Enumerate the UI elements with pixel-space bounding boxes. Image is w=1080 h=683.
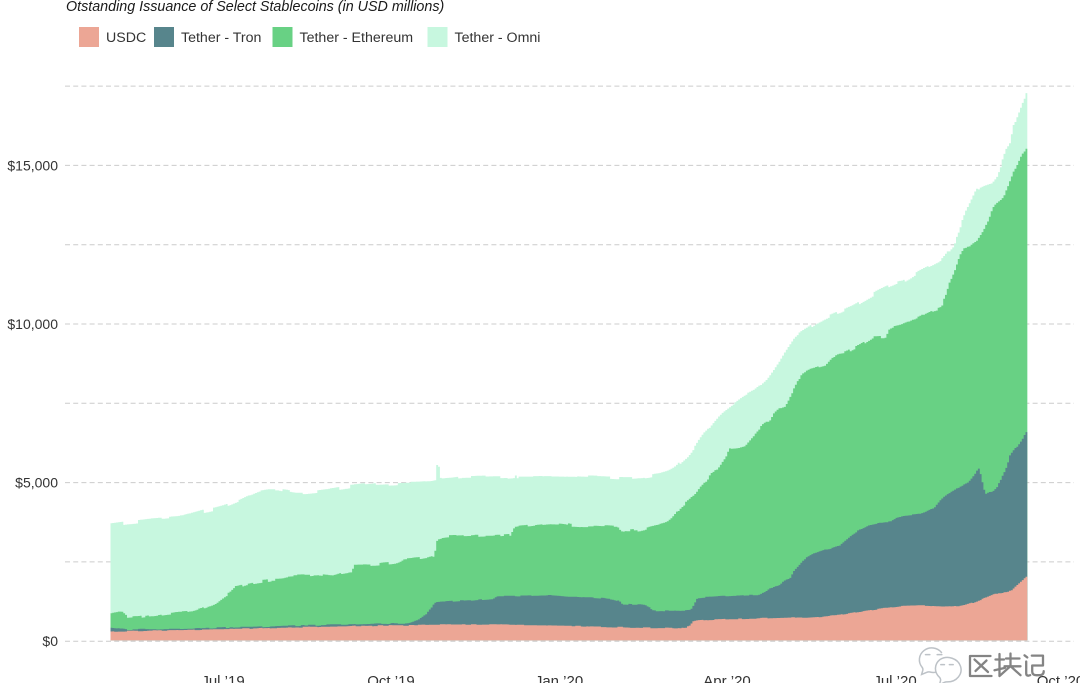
svg-text:Oct ’19: Oct ’19 — [367, 673, 415, 683]
svg-text:Tether - Tron: Tether - Tron — [181, 30, 261, 46]
svg-text:Jul ’20: Jul ’20 — [873, 673, 916, 683]
svg-text:Oct ’20: Oct ’20 — [1037, 673, 1080, 683]
svg-text:Tether - Omni: Tether - Omni — [455, 30, 541, 46]
svg-text:$10,000: $10,000 — [7, 316, 58, 332]
svg-text:Tether - Ethereum: Tether - Ethereum — [300, 30, 414, 46]
svg-text:Jan ’20: Jan ’20 — [535, 673, 583, 683]
svg-text:$0: $0 — [42, 633, 58, 649]
svg-text:$5,000: $5,000 — [15, 475, 58, 491]
svg-text:Apr ’20: Apr ’20 — [703, 673, 751, 683]
svg-text:Jul ’19: Jul ’19 — [201, 673, 244, 683]
svg-text:$15,000: $15,000 — [7, 157, 58, 173]
svg-text:Otstanding Issuance of Select: Otstanding Issuance of Select Stablecoin… — [66, 0, 444, 15]
svg-text:USDC: USDC — [106, 30, 146, 46]
